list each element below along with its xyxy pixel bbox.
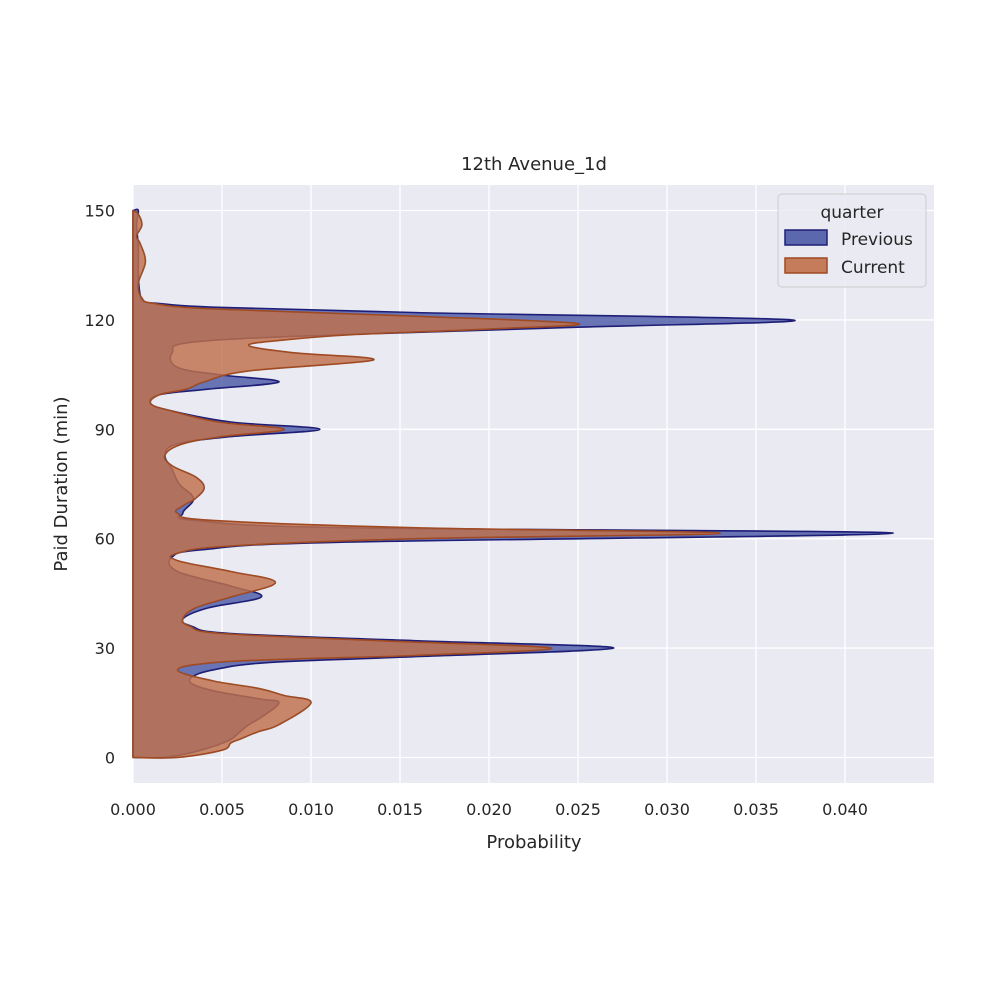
x-tick-label: 0.040 [822,800,868,819]
legend-title: quarter [820,203,883,223]
legend-swatch-current [784,257,828,274]
chart-title: 12th Avenue_1d [461,154,607,175]
y-axis-label: Paid Duration (min) [51,396,72,571]
y-tick-label: 150 [84,202,115,221]
x-tick-label: 0.020 [466,800,512,819]
y-tick-label: 0 [105,748,115,767]
x-tick-label: 0.005 [199,800,245,819]
x-tick-label: 0.000 [110,800,156,819]
x-tick-label: 0.010 [288,800,334,819]
x-tick-label: 0.035 [733,800,779,819]
x-tick-label: 0.015 [377,800,423,819]
y-tick-label: 30 [95,639,115,658]
series-layer [132,208,894,759]
x-tick-labels: 0.000 0.005 0.010 0.015 0.020 0.025 0.030 0.035… [110,800,868,819]
legend-label-previous: Previous [841,230,913,250]
y-tick-labels: 0 30 60 90 120 150 [84,202,115,768]
y-tick-label: 60 [95,530,115,549]
x-axis-label: Probability [486,832,581,853]
y-tick-label: 90 [95,420,115,439]
legend-label-current: Current [841,258,905,278]
x-tick-label: 0.030 [644,800,690,819]
x-tick-label: 0.025 [555,800,601,819]
legend-swatch-previous [784,229,828,246]
legend: quarter Previous Current [777,193,927,288]
series-area-current [132,209,722,759]
y-tick-label: 120 [84,311,115,330]
